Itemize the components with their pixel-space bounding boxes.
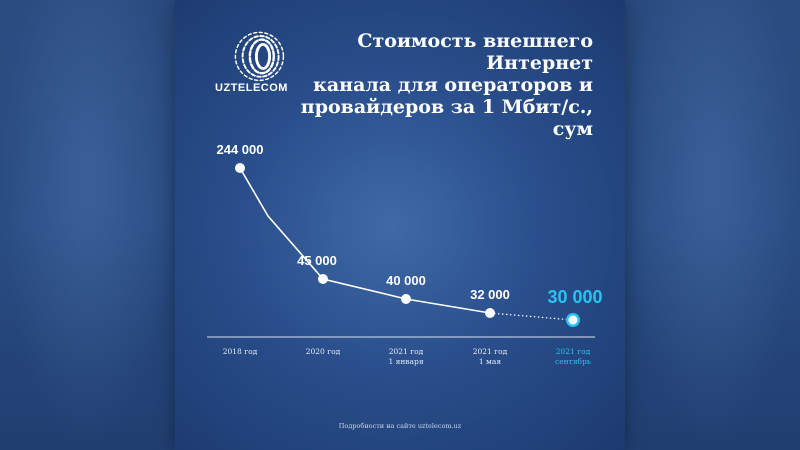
x-tick-label: 1 мая [479, 357, 501, 366]
uztelecom-logo: UZTELECOM [215, 30, 287, 102]
x-tick-label: сентябрь [555, 357, 591, 366]
series-line-projected [489, 312, 574, 321]
data-label: 32 000 [470, 287, 510, 302]
data-label: 40 000 [386, 273, 426, 288]
globe-logo-icon [234, 31, 285, 82]
x-tick-label: 2021 год [556, 347, 591, 356]
data-point-highlight [568, 315, 578, 325]
x-tick-label: 2021 год [389, 347, 424, 356]
x-tick-label: 2018 год [223, 347, 258, 356]
chart-title: Стоимость внешнего Интернет канала для о… [293, 30, 593, 140]
x-tick-label: 2021 год [473, 347, 508, 356]
data-point [235, 163, 245, 173]
data-point [485, 308, 495, 318]
title-line-3: провайдеров за 1 Мбит/с., сум [300, 96, 593, 140]
title-line-2: канала для операторов и [313, 74, 593, 96]
infographic-card: UZTELECOM Стоимость внешнего Интернет ка… [175, 0, 625, 450]
data-point [401, 294, 411, 304]
series-line [239, 167, 491, 314]
data-label: 244 000 [217, 142, 264, 157]
left-background-panel [0, 0, 175, 450]
line-chart: 244 000 45 000 40 000 32 000 30 000 2018 год 2… [207, 142, 603, 366]
right-background-panel [625, 0, 800, 450]
title-line-1: Стоимость внешнего Интернет [357, 30, 593, 74]
x-tick-label: 1 января [388, 357, 423, 366]
data-point [318, 274, 328, 284]
footer-note: Подробности на сайте uztelecom.uz [338, 422, 462, 430]
data-label: 45 000 [297, 253, 337, 268]
x-tick-label: 2020 год [306, 347, 341, 356]
brand-name: UZTELECOM [215, 82, 288, 94]
data-label: 30 000 [547, 287, 602, 307]
